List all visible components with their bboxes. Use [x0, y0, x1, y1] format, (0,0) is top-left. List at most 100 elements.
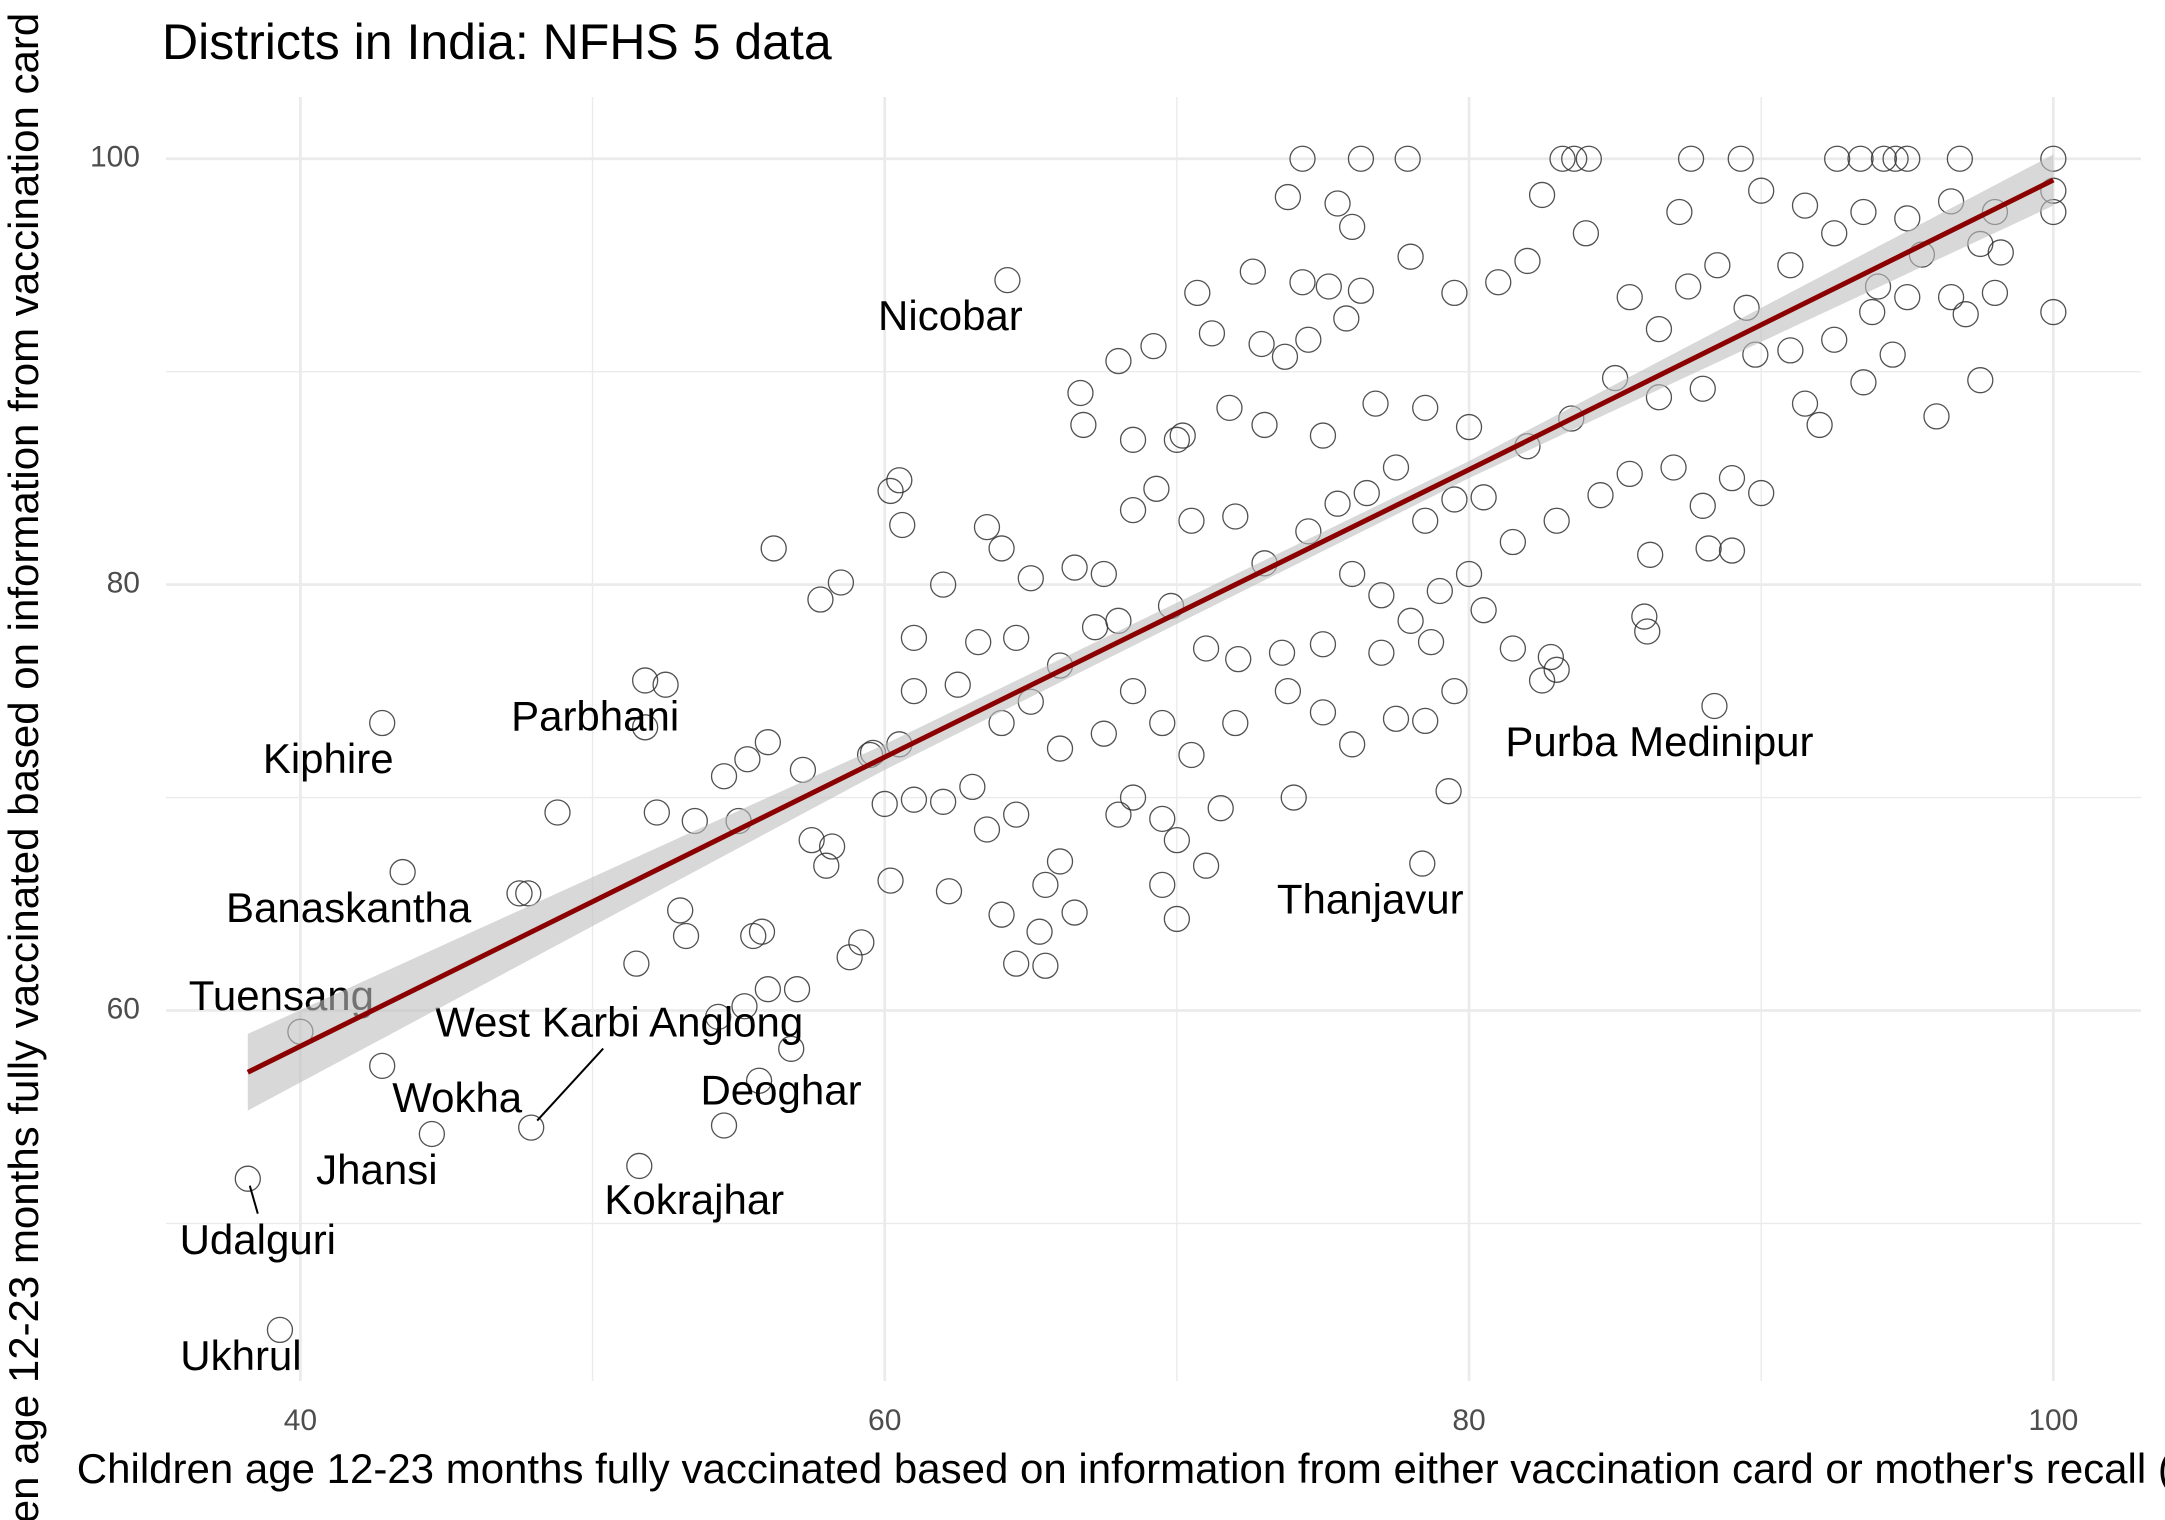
- labeled-point: [369, 1052, 396, 1080]
- point-label: Nicobar: [878, 292, 1023, 339]
- point: [1689, 492, 1716, 519]
- point: [973, 513, 1001, 541]
- point: [1225, 645, 1252, 673]
- point: [1251, 411, 1278, 439]
- point: [1184, 279, 1211, 307]
- point: [1824, 145, 1851, 172]
- point-label: Ukhrul: [180, 1332, 301, 1379]
- point: [1119, 496, 1147, 524]
- point: [1499, 528, 1527, 556]
- point-label: Purba Medinipur: [1505, 718, 1813, 765]
- point: [1634, 618, 1661, 645]
- point: [1748, 177, 1775, 204]
- point: [1339, 213, 1366, 241]
- labeled-point: [234, 1165, 261, 1192]
- point: [1309, 631, 1337, 658]
- point: [745, 1067, 773, 1094]
- point: [1543, 507, 1570, 534]
- point: [1561, 145, 1588, 172]
- point: [1163, 905, 1191, 933]
- point: [760, 535, 787, 562]
- point: [1417, 628, 1445, 656]
- point: [1695, 535, 1722, 562]
- point: [973, 816, 1001, 843]
- point: [1952, 301, 1979, 328]
- point: [1394, 145, 1421, 172]
- point: [1847, 145, 1874, 172]
- labeled-point: [631, 714, 659, 741]
- point: [1791, 192, 1819, 219]
- point: [667, 897, 694, 924]
- point: [1718, 465, 1746, 492]
- point: [827, 569, 855, 596]
- confidence-band: [247, 154, 2054, 1111]
- labeled-point: [518, 1114, 545, 1141]
- labeled-point: [1701, 692, 1728, 720]
- point: [1239, 258, 1266, 285]
- point: [1879, 341, 1906, 368]
- point: [1198, 320, 1226, 347]
- point: [1666, 198, 1693, 226]
- point: [1455, 560, 1483, 588]
- point: [900, 677, 928, 705]
- point: [1105, 801, 1132, 828]
- point: [1937, 284, 1965, 311]
- point: [1163, 826, 1191, 854]
- point: [1026, 918, 1053, 945]
- point: [1309, 422, 1337, 449]
- point: [1192, 852, 1220, 879]
- label-leader: [536, 1047, 604, 1122]
- point: [836, 944, 863, 971]
- point: [1289, 269, 1316, 296]
- point: [1455, 413, 1483, 441]
- point-label: Deoghar: [700, 1067, 861, 1114]
- point: [1178, 741, 1205, 769]
- point: [1192, 635, 1220, 662]
- point: [1003, 950, 1030, 977]
- point: [731, 993, 758, 1020]
- x-tick-label: 40: [284, 1404, 317, 1437]
- point: [1850, 369, 1877, 396]
- point: [672, 922, 700, 950]
- point: [944, 671, 971, 698]
- point: [1032, 952, 1059, 979]
- point: [1777, 337, 1804, 364]
- point: [1274, 677, 1302, 705]
- point: [848, 929, 875, 956]
- point: [631, 667, 659, 694]
- point: [1987, 239, 2014, 266]
- point: [886, 467, 913, 494]
- y-axis-title: Children age 12-23 months fully vaccinat…: [0, 0, 47, 1520]
- point: [965, 628, 992, 656]
- point: [1412, 507, 1439, 534]
- point: [778, 1035, 805, 1062]
- point: [1222, 503, 1249, 530]
- point: [1616, 284, 1643, 311]
- labeled-point: [626, 1152, 653, 1180]
- point: [1090, 560, 1117, 588]
- point: [1397, 243, 1424, 270]
- point: [783, 976, 811, 1003]
- point: [1067, 379, 1094, 407]
- point: [1090, 720, 1117, 747]
- point: [877, 867, 904, 894]
- point: [900, 786, 928, 813]
- point: [1017, 565, 1044, 592]
- point: [1543, 656, 1570, 683]
- point: [1727, 145, 1754, 172]
- point: [1441, 677, 1468, 705]
- point: [900, 624, 928, 652]
- point-label: Kokrajhar: [604, 1176, 784, 1223]
- point: [1412, 394, 1439, 422]
- point: [705, 1003, 732, 1031]
- point: [1347, 145, 1375, 172]
- point: [1061, 554, 1088, 581]
- point: [1295, 326, 1322, 353]
- point: [1528, 667, 1556, 694]
- point: [1806, 411, 1833, 439]
- point: [1140, 332, 1167, 360]
- point: [988, 535, 1015, 562]
- point: [1382, 454, 1410, 481]
- point: [652, 671, 679, 698]
